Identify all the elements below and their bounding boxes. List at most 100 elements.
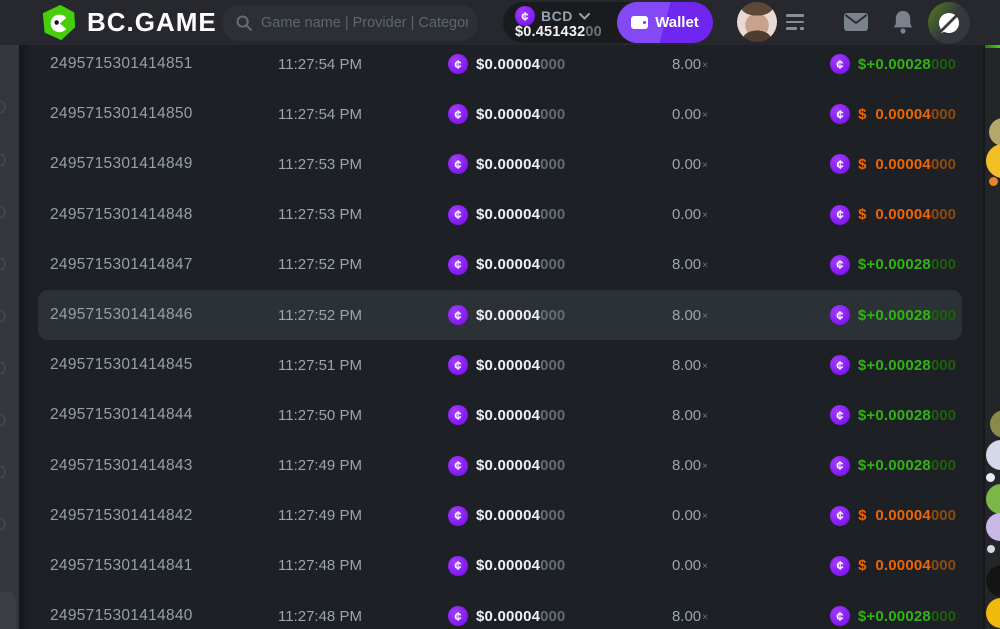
bet-payout: ¢ $+0.00028000 xyxy=(829,54,962,75)
chevron-down-icon xyxy=(578,12,590,20)
notification-bell-icon[interactable] xyxy=(893,11,913,34)
bcd-coin-icon: ¢ xyxy=(448,305,468,326)
bcd-coin-icon: ¢ xyxy=(830,555,851,576)
avatar[interactable] xyxy=(737,2,777,42)
bet-payout-value: $+0.00028000 xyxy=(857,457,956,475)
sidebar-icon[interactable] xyxy=(0,413,6,427)
sidebar-icon[interactable] xyxy=(0,257,6,271)
bcd-coin-icon: ¢ xyxy=(448,154,468,175)
sidebar-icon[interactable] xyxy=(0,517,6,531)
search-icon xyxy=(236,15,252,31)
bet-time: 11:27:53 PM xyxy=(278,155,362,173)
bet-amount-value: $0.00004000 xyxy=(476,306,566,324)
mail-icon[interactable] xyxy=(844,13,868,31)
bcd-coin-icon: ¢ xyxy=(448,355,468,376)
bcd-coin-icon: ¢ xyxy=(448,254,468,275)
bet-amount-value: $0.00004000 xyxy=(476,406,566,424)
bet-time: 11:27:54 PM xyxy=(278,105,362,123)
wallet-icon xyxy=(631,16,649,29)
bcd-coin-icon: ¢ xyxy=(830,505,851,526)
bet-amount: ¢ $0.00004000 xyxy=(448,254,668,275)
bet-time: 11:27:50 PM xyxy=(278,406,362,424)
bet-time: 11:27:54 PM xyxy=(278,55,362,73)
table-row[interactable]: 2495715301414845 11:27:51 PM ¢ $0.000040… xyxy=(38,340,962,390)
sidebar-shadow xyxy=(19,45,31,629)
sidebar-bottom-button[interactable] xyxy=(0,592,16,629)
bet-payout-value: $+0.00028000 xyxy=(857,406,956,424)
table-row[interactable]: 2495715301414841 11:27:48 PM ¢ $0.000040… xyxy=(38,541,962,591)
bet-payout: ¢ $+0.00028000 xyxy=(829,355,962,376)
bet-time: 11:27:52 PM xyxy=(278,256,362,274)
bet-multiplier: 8.00× xyxy=(671,457,708,475)
sidebar-icon[interactable] xyxy=(0,205,6,219)
bet-amount: ¢ $0.00004000 xyxy=(448,54,668,75)
bet-payout-value: $+0.00028000 xyxy=(857,256,956,274)
brand-name: BC.GAME xyxy=(87,7,217,37)
bet-payout: ¢ $+0.00028000 xyxy=(829,455,962,476)
bet-payout-value: $ 0.00004000 xyxy=(858,507,956,525)
bet-time: 11:27:48 PM xyxy=(278,557,362,575)
table-row[interactable]: 2495715301414844 11:27:50 PM ¢ $0.000040… xyxy=(38,390,962,440)
wallet-balance: $0.45143200 xyxy=(515,24,602,40)
table-row[interactable]: 2495715301414840 11:27:48 PM ¢ $0.000040… xyxy=(38,591,962,629)
bcd-coin-icon: ¢ xyxy=(448,54,468,75)
chat-toggle-button[interactable] xyxy=(928,2,970,44)
table-row[interactable]: 2495715301414846 11:27:52 PM ¢ $0.000040… xyxy=(38,289,962,341)
search-bar xyxy=(222,5,478,41)
table-row[interactable]: 2495715301414848 11:27:53 PM ¢ $0.000040… xyxy=(38,190,962,240)
bet-amount-value: $0.00004000 xyxy=(476,457,566,475)
bet-time: 11:27:53 PM xyxy=(278,206,362,224)
bet-payout: ¢ $ 0.00004000 xyxy=(830,505,962,526)
table-row[interactable]: 2495715301414843 11:27:49 PM ¢ $0.000040… xyxy=(38,441,962,491)
wallet-button[interactable]: Wallet xyxy=(617,2,713,43)
table-row[interactable]: 2495715301414847 11:27:52 PM ¢ $0.000040… xyxy=(38,240,962,290)
bet-time: 11:27:49 PM xyxy=(278,507,362,525)
bcd-coin-icon: ¢ xyxy=(515,6,535,26)
bet-payout: ¢ $ 0.00004000 xyxy=(830,154,962,175)
bcd-coin-icon: ¢ xyxy=(829,54,850,75)
table-row[interactable]: 2495715301414849 11:27:53 PM ¢ $0.000040… xyxy=(38,139,962,189)
brand-logo[interactable]: BC.GAME xyxy=(40,3,217,42)
bcd-coin-icon: ¢ xyxy=(830,204,851,225)
bet-payout: ¢ $ 0.00004000 xyxy=(830,555,962,576)
bet-multiplier: 0.00× xyxy=(671,507,708,525)
chat-emoji xyxy=(986,513,1000,541)
bcd-coin-icon: ¢ xyxy=(448,555,468,576)
bet-multiplier: 8.00× xyxy=(671,356,708,374)
chat-emoji xyxy=(986,144,1000,178)
bet-id: 2495715301414851 xyxy=(50,55,193,73)
bet-multiplier: 0.00× xyxy=(671,206,708,224)
bet-id: 2495715301414849 xyxy=(50,155,193,173)
bcd-coin-icon: ¢ xyxy=(448,455,468,476)
panel-divider xyxy=(983,45,985,629)
bet-amount: ¢ $0.00004000 xyxy=(448,405,668,426)
bet-id: 2495715301414841 xyxy=(50,556,193,574)
bet-amount: ¢ $0.00004000 xyxy=(448,355,668,376)
bet-amount-value: $0.00004000 xyxy=(476,155,566,173)
bet-payout-value: $ 0.00004000 xyxy=(858,557,956,575)
bet-amount-value: $0.00004000 xyxy=(476,105,566,123)
sidebar-icon[interactable] xyxy=(0,465,6,479)
table-row[interactable]: 2495715301414842 11:27:49 PM ¢ $0.000040… xyxy=(38,491,962,541)
bet-id: 2495715301414842 xyxy=(50,506,193,524)
bet-payout-value: $+0.00028000 xyxy=(857,356,956,374)
bet-multiplier: 0.00× xyxy=(671,105,708,123)
search-input[interactable] xyxy=(261,15,468,31)
bet-amount-value: $0.00004000 xyxy=(476,356,566,374)
bcd-coin-icon: ¢ xyxy=(830,154,851,175)
bet-multiplier: 8.00× xyxy=(671,306,708,324)
sidebar-icon[interactable] xyxy=(0,309,6,323)
bet-payout: ¢ $ 0.00004000 xyxy=(830,104,962,125)
sidebar-icon[interactable] xyxy=(0,361,6,375)
bet-payout-value: $+0.00028000 xyxy=(857,306,956,324)
chat-emoji xyxy=(986,440,1000,470)
chat-emoji xyxy=(990,410,1000,438)
sidebar-icon[interactable] xyxy=(0,153,6,167)
chat-emoji xyxy=(989,118,1000,146)
currency-selector[interactable]: ¢ BCD $0.45143200 Wallet xyxy=(503,2,713,43)
sidebar-icon[interactable] xyxy=(0,100,6,114)
table-row[interactable]: 2495715301414850 11:27:54 PM ¢ $0.000040… xyxy=(38,89,962,139)
table-row[interactable]: 2495715301414851 11:27:54 PM ¢ $0.000040… xyxy=(38,39,962,89)
bet-list-icon[interactable] xyxy=(786,14,804,30)
bet-payout: ¢ $+0.00028000 xyxy=(829,405,962,426)
